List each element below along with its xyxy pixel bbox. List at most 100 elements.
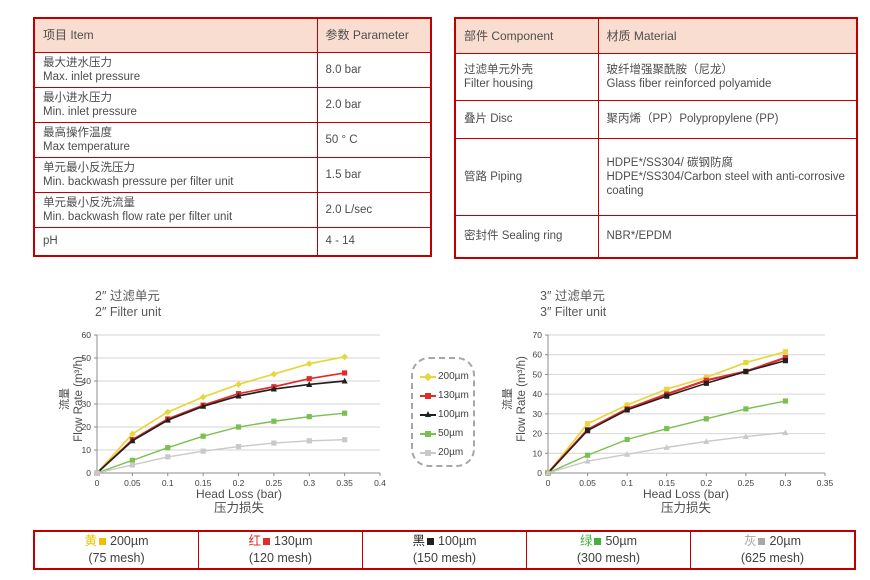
square-swatch-icon [758,538,766,545]
micron-size-label: 50µm [605,534,638,548]
svg-text:0.35: 0.35 [336,478,353,488]
svg-text:30: 30 [533,409,543,419]
triangle-marker-icon [420,411,436,419]
item-zh: 最高操作温度 [43,126,112,139]
svg-text:50: 50 [533,369,543,379]
table-row: 密封件 Sealing ring NBR*/EPDM [454,214,858,259]
svg-text:10: 10 [82,445,92,455]
table-row: 管路 Piping HDPE*/SS304/ 碳钢防腐 HDPE*/SS304/C… [454,137,858,216]
legend-item-100um: 100µm [420,405,473,424]
micron-size-label: 130µm [274,534,313,548]
svg-text:0.15: 0.15 [658,478,675,488]
item-zh: 最小进水压力 [43,91,112,104]
item-zh: 单元最小反洗流量 [43,196,135,209]
material-zh: HDPE*/SS304/ 碳钢防腐 [606,156,734,169]
svg-text:0.2: 0.2 [700,478,712,488]
material-header-component: 部件 Component [454,17,599,54]
material: 聚丙烯（PP）Polypropylene (PP) [597,99,858,139]
svg-text:0.1: 0.1 [621,478,633,488]
svg-text:60: 60 [533,350,543,360]
micron-size-label: 100µm [438,534,477,548]
color-name-label: 黑 [412,534,426,548]
item-value: 4 - 14 [316,226,432,257]
chart-title-2in: 2″ 过滤单元 2″ Filter unit [95,289,162,319]
svg-text:0.3: 0.3 [303,478,315,488]
svg-text:0.05: 0.05 [579,478,596,488]
mesh-legend-green: 绿 50µm (300 mesh) [526,532,690,568]
item-en: Max temperature [43,140,130,153]
svg-text:10: 10 [533,448,543,458]
item-value: 2.0 L/sec [316,191,432,228]
svg-text:40: 40 [82,376,92,386]
chart-series-legend: 200µm 130µm 100µm 50µm 20µm [411,357,475,467]
item-value: 2.0 bar [316,86,432,123]
mesh-count-label: (75 mesh) [88,551,145,565]
material-header-material: 材质 Material [597,17,858,54]
square-swatch-icon [594,538,602,545]
svg-text:40: 40 [533,389,543,399]
color-name-label: 红 [248,534,262,548]
micron-size-label: 200µm [110,534,149,548]
micron-size-label: 20µm [769,534,802,548]
item-value: 1.5 bar [316,156,432,193]
component-en: Filter housing [464,77,534,90]
square-marker-icon [420,449,436,457]
material-zh: 玻纤增强聚酰胺（尼龙） [606,63,734,76]
svg-text:50: 50 [82,353,92,363]
spec-header-parameter: 参数 Parameter [316,17,432,53]
svg-text:0: 0 [86,468,91,478]
flow-rate-chart-2in: 0 10 20 30 40 50 60 0 0.05 0.1 0.15 0.2 0.25 0.3 0.35 0… [82,330,387,488]
square-marker-icon [420,430,436,438]
legend-item-20um: 20µm [420,443,473,462]
component-zh: 过滤单元外壳 [464,63,533,76]
svg-text:0.05: 0.05 [124,478,141,488]
color-name-label: 灰 [743,534,757,548]
square-swatch-icon [263,538,271,545]
item-en: Min. backwash flow rate per filter unit [43,210,233,223]
spec-table: 项目 Item 参数 Parameter 最大进水压力 Max. inlet pr… [33,17,432,257]
legend-item-130um: 130µm [420,386,473,405]
item-zh: 单元最小反洗压力 [43,161,135,174]
svg-text:0: 0 [546,478,551,488]
x-axis-label-3in: Head Loss (bar) 压力损失 [642,487,730,515]
component: 密封件 Sealing ring [454,214,599,259]
chart-title-3in: 3″ 过滤单元 3″ Filter unit [540,289,607,319]
mesh-count-label: (625 mesh) [740,551,805,565]
item-en: Max. inlet pressure [43,70,141,83]
material-en: Glass fiber reinforced polyamide [606,77,772,90]
mesh-legend-red: 红 130µm (120 mesh) [198,532,362,568]
svg-text:0.25: 0.25 [738,478,755,488]
component: 管路 Piping [454,137,599,216]
svg-text:0.4: 0.4 [374,478,386,488]
svg-text:0.25: 0.25 [266,478,283,488]
svg-text:0.2: 0.2 [233,478,245,488]
svg-text:30: 30 [82,399,92,409]
square-swatch-icon [99,538,107,545]
svg-text:0.35: 0.35 [817,478,834,488]
item-zh: pH [43,235,58,248]
svg-text:60: 60 [82,330,92,340]
item-zh: 最大进水压力 [43,56,112,69]
color-name-label: 绿 [579,534,593,548]
mesh-legend-gray: 灰 20µm (625 mesh) [690,532,854,568]
mesh-legend-black: 黑 100µm (150 mesh) [362,532,526,568]
flow-rate-chart-3in: 0 10 20 30 40 50 60 70 0 0.05 0.1 0.15 0.2 0.25 0.3 0.3… [533,330,834,488]
material-en: HDPE*/SS304/Carbon steel with anti-corro… [606,170,845,197]
svg-text:0.15: 0.15 [195,478,212,488]
svg-text:20: 20 [82,422,92,432]
table-row: 过滤单元外壳 Filter housing 玻纤增强聚酰胺（尼龙） Glass fi… [454,52,858,101]
mesh-count-label: (120 mesh) [248,551,313,565]
spec-header-item: 项目 Item [33,17,318,53]
component: 叠片 Disc [454,99,599,139]
svg-text:0: 0 [537,468,542,478]
square-swatch-icon [427,538,435,545]
square-marker-icon [420,392,436,400]
mesh-count-label: (300 mesh) [576,551,641,565]
table-row: 最小进水压力 Min. inlet pressure 2.0 bar [33,86,432,123]
table-row: 最大进水压力 Max. inlet pressure 8.0 bar [33,51,432,88]
mesh-legend-yellow: 黄 200µm (75 mesh) [35,532,198,568]
item-en: Min. backwash pressure per filter unit [43,175,234,188]
svg-text:0.3: 0.3 [780,478,792,488]
item-value: 50 ° C [316,121,432,158]
